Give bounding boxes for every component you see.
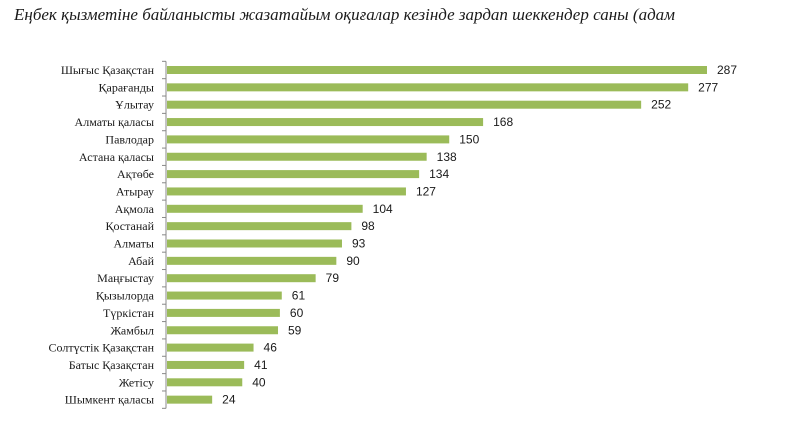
category-labels-group: Шығыс Қазақстан Қарағанды Ұлытау Алматы қал…: [48, 63, 154, 407]
category-label: Түркістан: [103, 306, 155, 320]
value-label: 90: [346, 254, 360, 268]
bar: [167, 204, 363, 213]
value-label: 168: [493, 115, 513, 129]
category-label: Абай: [128, 254, 154, 268]
bar: [167, 256, 337, 265]
value-label: 138: [437, 150, 457, 164]
bar: [167, 308, 280, 317]
category-label: Ақтөбе: [117, 167, 154, 181]
bar: [167, 66, 707, 74]
bar: [167, 170, 420, 179]
y-ticks-group: [162, 60, 166, 409]
category-label: Маңғыстау: [97, 271, 154, 285]
value-label: 59: [288, 323, 302, 337]
value-label: 252: [651, 98, 671, 112]
category-label: Батыс Қазақстан: [69, 358, 155, 372]
value-label: 93: [352, 237, 366, 251]
bar: [167, 83, 689, 92]
bar: [167, 274, 316, 283]
bar: [167, 152, 427, 161]
value-label: 60: [290, 306, 304, 320]
value-label: 41: [254, 358, 268, 372]
value-label: 277: [698, 80, 718, 94]
value-label: 134: [429, 167, 449, 181]
category-label: Солтүстік Қазақстан: [48, 341, 154, 355]
value-label: 61: [292, 289, 306, 303]
category-label: Жетісу: [119, 375, 154, 389]
bar: [167, 291, 282, 300]
category-label: Ұлытау: [115, 98, 154, 112]
value-label: 150: [459, 132, 479, 146]
category-label: Шығыс Қазақстан: [61, 63, 155, 77]
category-label: Жамбыл: [110, 323, 154, 337]
bar: [167, 378, 243, 387]
category-label: Қарағанды: [99, 80, 155, 94]
category-label: Ақмола: [115, 202, 155, 216]
bar: [167, 222, 352, 231]
category-label: Павлодар: [105, 132, 154, 146]
bar: [167, 343, 254, 352]
bar: [167, 239, 342, 248]
bar: [167, 187, 406, 196]
bar: [167, 326, 279, 335]
bar: [167, 395, 213, 404]
value-label: 46: [264, 341, 278, 355]
category-label: Қостанай: [105, 219, 154, 233]
value-label: 24: [222, 393, 236, 407]
value-label: 127: [416, 184, 436, 198]
value-label: 98: [361, 219, 375, 233]
value-label: 104: [373, 202, 393, 216]
category-label: Шымкент қаласы: [65, 393, 154, 407]
category-label: Астана қаласы: [79, 150, 154, 164]
value-label: 40: [252, 375, 266, 389]
bar: [167, 118, 484, 127]
category-label: Қызылорда: [96, 289, 155, 303]
category-label: Алматы қаласы: [75, 115, 154, 129]
bars-group: [167, 66, 707, 404]
bar: [167, 360, 245, 369]
category-label: Алматы: [114, 237, 155, 251]
chart-title: Еңбек қызметіне байланысты жазатайым оқи…: [14, 5, 676, 24]
bar: [167, 100, 642, 109]
value-label: 287: [717, 63, 737, 77]
value-label: 79: [326, 271, 340, 285]
category-label: Атырау: [116, 184, 154, 198]
bar: [167, 135, 450, 144]
